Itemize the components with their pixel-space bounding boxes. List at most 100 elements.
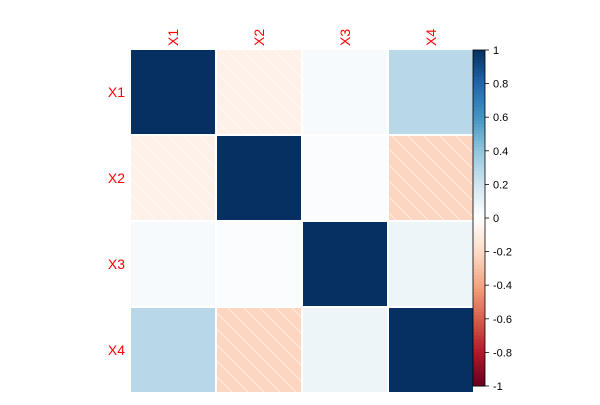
- colorbar-segment: [473, 359, 485, 363]
- colorbar-segment: [473, 130, 485, 135]
- colorbar-segment: [473, 137, 485, 142]
- colorbar-segment: [473, 254, 485, 259]
- colorbar-segment: [473, 187, 485, 192]
- colorbar-segment: [473, 365, 485, 370]
- colorbar-segment: [473, 281, 485, 286]
- colorbar-segment: [473, 218, 485, 222]
- heatmap-cell-X1-X4: [389, 50, 473, 134]
- colorbar-segment: [473, 318, 485, 323]
- colorbar-segment: [473, 150, 485, 155]
- colorbar-segment: [473, 231, 485, 236]
- colorbar-segment: [473, 244, 485, 249]
- colorbar-segment: [473, 224, 485, 229]
- heatmap-cell-X1-X1: [131, 50, 215, 134]
- colorbar-segment: [473, 117, 485, 122]
- column-label-X4: X4: [423, 29, 439, 46]
- negative-hatch-X4-X2: [217, 308, 301, 392]
- heatmap-cell-X2-X2: [217, 136, 301, 220]
- colorbar-segment: [473, 107, 485, 111]
- colorbar-tick-label: 0.6: [493, 112, 508, 124]
- colorbar-segment: [473, 278, 485, 283]
- colorbar-segment: [473, 204, 485, 209]
- colorbar-segment: [473, 56, 485, 61]
- colorbar-segment: [473, 160, 485, 165]
- colorbar-tick-label: 1: [493, 45, 499, 57]
- colorbar-segment: [473, 201, 485, 206]
- colorbar-segment: [473, 322, 485, 327]
- colorbar-segment: [473, 234, 485, 239]
- colorbar-tick-label: -1: [493, 381, 503, 393]
- colorbar-segment: [473, 275, 485, 279]
- colorbar-tick-label: 0.8: [493, 79, 508, 91]
- colorbar-segment: [473, 251, 485, 256]
- colorbar-segment: [473, 170, 485, 175]
- colorbar-segment: [473, 97, 485, 101]
- column-label-X3: X3: [337, 29, 353, 46]
- colorbar-segment: [473, 362, 485, 367]
- colorbar-segment: [473, 120, 485, 125]
- column-label-X1: X1: [165, 29, 181, 46]
- colorbar-segment: [473, 197, 485, 202]
- colorbar-segment: [473, 80, 485, 85]
- heatmap-cells: [131, 50, 473, 392]
- colorbar-segment: [473, 372, 485, 377]
- colorbar-segment: [473, 369, 485, 374]
- colorbar-segment: [473, 312, 485, 316]
- colorbar-segment: [473, 261, 485, 266]
- colorbar-segment: [473, 164, 485, 169]
- colorbar-segment: [473, 174, 485, 179]
- colorbar-segment: [473, 342, 485, 347]
- colorbar-segment: [473, 288, 485, 293]
- colorbar-segment: [473, 291, 485, 296]
- colorbar-segment: [473, 184, 485, 189]
- colorbar-tick-label: -0.2: [493, 247, 512, 259]
- colorbar-segment: [473, 76, 485, 81]
- colorbar-segment: [473, 53, 485, 58]
- colorbar-segment: [473, 355, 485, 360]
- colorbar-tick-label: -0.4: [493, 280, 512, 292]
- colorbar-segment: [473, 191, 485, 195]
- colorbar-segment: [473, 302, 485, 306]
- colorbar-segment: [473, 147, 485, 152]
- colorbar-segment: [473, 241, 485, 246]
- colorbar-segment: [473, 335, 485, 340]
- colorbar-segment: [473, 221, 485, 226]
- colorbar-segment: [473, 238, 485, 243]
- heatmap-cell-X4-X4: [389, 308, 473, 392]
- row-label-X3: X3: [108, 256, 125, 272]
- colorbar-segment: [473, 60, 485, 64]
- column-labels: X1 X2 X3 X4: [165, 29, 439, 46]
- colorbar-segment: [473, 167, 485, 172]
- colorbar-segment: [473, 328, 485, 333]
- colorbar-segment: [473, 63, 485, 68]
- colorbar-segment: [473, 382, 485, 387]
- colorbar-segment: [473, 194, 485, 199]
- colorbar-segment: [473, 93, 485, 98]
- colorbar-segment: [473, 325, 485, 330]
- colorbar-segment: [473, 271, 485, 276]
- heatmap-cell-X4-X3: [303, 308, 387, 392]
- colorbar-segment: [473, 258, 485, 263]
- heatmap-cell-X3-X3: [303, 222, 387, 306]
- colorbar: 1 0.8 0.6 0.4 0.2 0 -0.2 -0.4 -0.6 -0.8 -1: [472, 45, 512, 393]
- heatmap-cell-X4-X1: [131, 308, 215, 392]
- colorbar-segment: [473, 349, 485, 353]
- colorbar-segment: [473, 70, 485, 75]
- colorbar-segment: [473, 100, 485, 105]
- colorbar-segment: [473, 157, 485, 162]
- colorbar-segment: [473, 113, 485, 118]
- colorbar-segment: [473, 177, 485, 182]
- colorbar-segment: [473, 298, 485, 303]
- heatmap-cell-X3-X1: [131, 222, 215, 306]
- negative-hatch-X2-X4: [389, 136, 473, 220]
- colorbar-segment: [473, 379, 485, 384]
- colorbar-segment: [473, 110, 485, 115]
- colorbar-segment: [473, 332, 485, 337]
- colorbar-segment: [473, 308, 485, 313]
- colorbar-segment: [473, 73, 485, 78]
- colorbar-segment: [473, 86, 485, 91]
- heatmap-cell-X3-X4: [389, 222, 473, 306]
- colorbar-segment: [473, 338, 485, 343]
